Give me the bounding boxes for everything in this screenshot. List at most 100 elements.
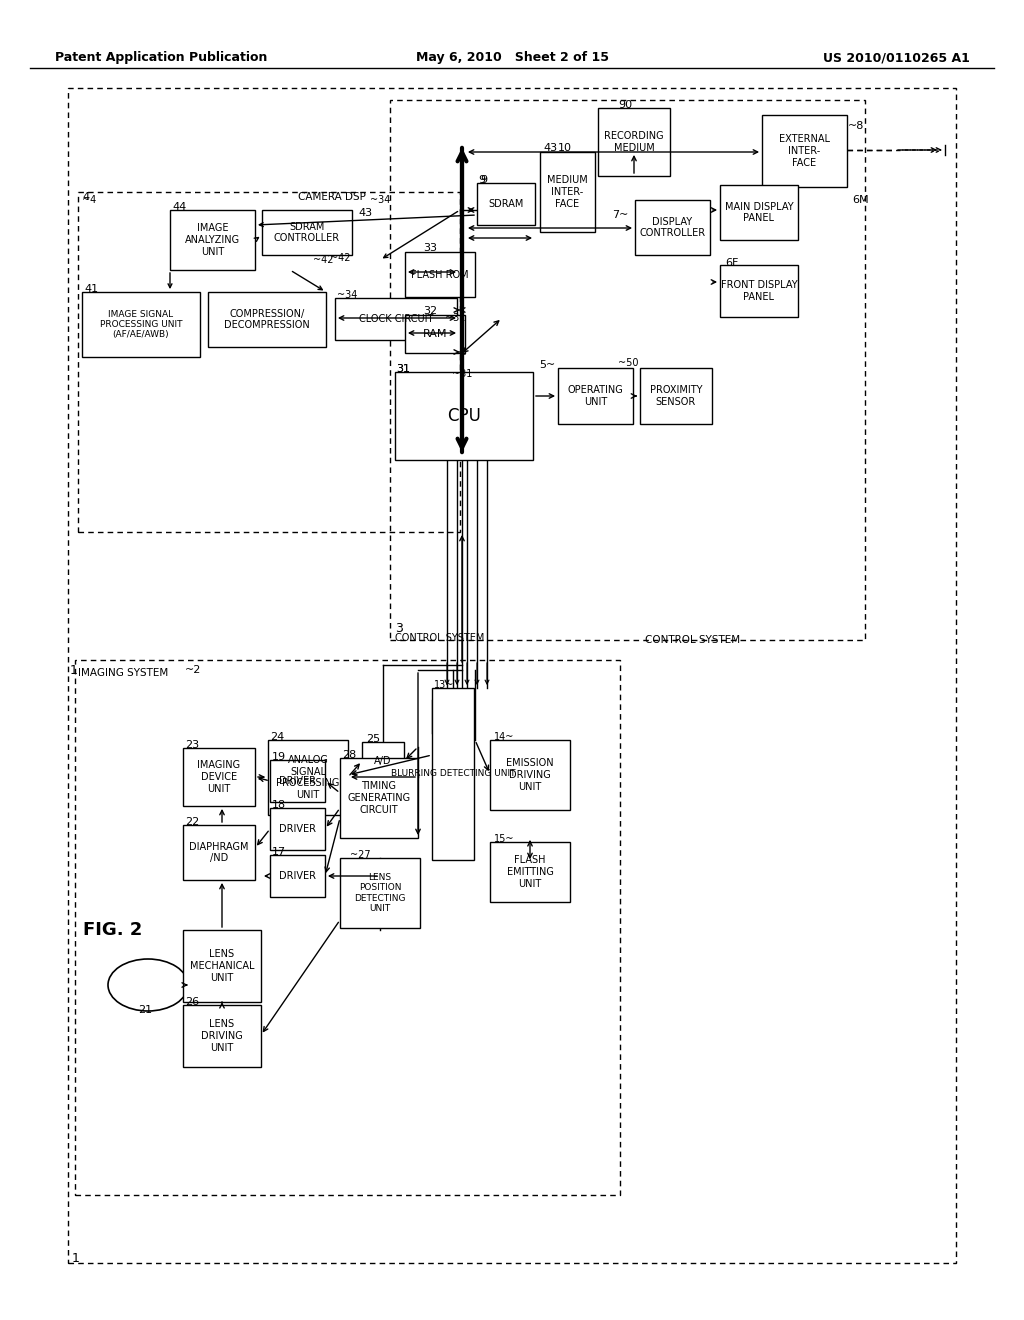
Text: RECORDING
MEDIUM: RECORDING MEDIUM [604,131,664,153]
Text: 90: 90 [618,100,632,110]
Bar [270,760,325,803]
Text: 3: 3 [395,622,402,635]
Bar [270,855,325,898]
Text: 9: 9 [478,176,485,185]
Text: ~27: ~27 [349,850,371,861]
Bar [762,115,847,187]
Text: FIG. 2: FIG. 2 [83,921,142,939]
Text: IMAGE SIGNAL
PROCESSING UNIT
(AF/AE/AWB): IMAGE SIGNAL PROCESSING UNIT (AF/AE/AWB) [99,310,182,339]
Bar [362,742,404,780]
Ellipse shape [108,960,188,1011]
Bar [68,88,956,1263]
Bar [75,660,620,1195]
Text: 1: 1 [72,1251,80,1265]
Text: 43: 43 [358,209,372,218]
Text: 9: 9 [480,176,487,185]
Text: 1: 1 [70,664,78,676]
Text: 18: 18 [272,800,286,810]
Text: DIAPHRAGM
/ND: DIAPHRAGM /ND [189,842,249,863]
Bar [598,108,670,176]
Bar [183,1005,261,1067]
Bar [268,741,348,814]
Text: 44: 44 [172,202,186,213]
Text: SDRAM
CONTROLLER: SDRAM CONTROLLER [274,222,340,243]
Bar [432,688,474,861]
Bar [395,372,534,459]
Text: 13~: 13~ [434,680,455,690]
Text: May 6, 2010   Sheet 2 of 15: May 6, 2010 Sheet 2 of 15 [416,51,608,65]
Text: SDRAM: SDRAM [488,199,523,209]
Text: ~2: ~2 [185,665,202,675]
Text: OPERATING
UNIT: OPERATING UNIT [567,385,624,407]
Text: ANALOG
SIGNAL
PROCESSING
UNIT: ANALOG SIGNAL PROCESSING UNIT [276,755,340,800]
Bar [183,931,261,1002]
Text: 21: 21 [138,1005,153,1015]
Bar [720,265,798,317]
Text: 14~: 14~ [494,733,514,742]
Bar [183,748,255,807]
Bar [406,315,465,352]
Bar [490,741,570,810]
Text: ~42: ~42 [313,255,334,265]
Text: Patent Application Publication: Patent Application Publication [55,51,267,65]
Text: 5~: 5~ [539,360,555,370]
Bar [270,808,325,850]
Bar [82,292,200,356]
Text: 26: 26 [185,997,199,1007]
Text: A/D: A/D [374,756,392,766]
Text: RAM: RAM [423,329,447,339]
Text: 22: 22 [185,817,200,828]
Text: US 2010/0110265 A1: US 2010/0110265 A1 [823,51,970,65]
Text: 17: 17 [272,847,286,857]
Bar [640,368,712,424]
Text: 31: 31 [396,364,410,374]
Text: 6M: 6M [852,195,868,205]
Text: MAIN DISPLAY
PANEL: MAIN DISPLAY PANEL [725,202,794,223]
Text: 28: 28 [342,750,356,760]
Bar [208,292,326,347]
Text: DISPLAY
CONTROLLER: DISPLAY CONTROLLER [639,216,706,239]
Text: TIMING
GENERATING
CIRCUIT: TIMING GENERATING CIRCUIT [347,781,411,814]
Bar [406,252,475,297]
Bar [540,152,595,232]
Bar [390,100,865,640]
Text: 32: 32 [423,306,437,315]
Bar [490,842,570,902]
Text: ~31: ~31 [445,313,465,323]
Bar [78,191,460,532]
Text: ~50: ~50 [618,358,639,368]
Text: COMPRESSION/
DECOMPRESSION: COMPRESSION/ DECOMPRESSION [224,309,310,330]
Text: CONTROL SYSTEM: CONTROL SYSTEM [395,634,484,643]
Text: PROXIMITY
SENSOR: PROXIMITY SENSOR [650,385,702,407]
Text: LENS
POSITION
DETECTING
UNIT: LENS POSITION DETECTING UNIT [354,873,406,913]
Text: 15~: 15~ [494,834,514,843]
Text: FLASH
EMITTING
UNIT: FLASH EMITTING UNIT [507,855,553,888]
Text: FLASH ROM: FLASH ROM [412,269,469,280]
Text: CONTROL SYSTEM: CONTROL SYSTEM [645,635,740,645]
Text: 31: 31 [396,364,410,374]
Text: FRONT DISPLAY
PANEL: FRONT DISPLAY PANEL [721,280,798,302]
Text: 23: 23 [185,741,199,750]
Bar [558,368,633,424]
Text: ~34: ~34 [337,290,357,300]
Text: IMAGING
DEVICE
UNIT: IMAGING DEVICE UNIT [198,760,241,793]
Bar [183,825,255,880]
Text: 24: 24 [270,733,285,742]
Text: 33: 33 [423,243,437,253]
Text: ~31: ~31 [452,370,472,379]
Text: DRIVER: DRIVER [279,776,316,785]
Text: 19: 19 [272,752,286,762]
Text: 4: 4 [82,191,89,202]
Text: 43: 43 [543,143,557,153]
Text: ~8: ~8 [848,121,864,131]
Text: CPU: CPU [447,407,481,425]
Text: 41: 41 [84,284,98,294]
Bar [635,201,710,255]
Text: ~34: ~34 [370,195,390,205]
Text: ~42: ~42 [330,253,350,263]
Text: MEDIUM
INTER-
FACE: MEDIUM INTER- FACE [547,176,588,209]
Text: IMAGING SYSTEM: IMAGING SYSTEM [78,668,168,678]
Bar [262,210,352,255]
Text: 10: 10 [558,143,572,153]
Text: IMAGE
ANALYZING
UNIT: IMAGE ANALYZING UNIT [185,223,240,256]
